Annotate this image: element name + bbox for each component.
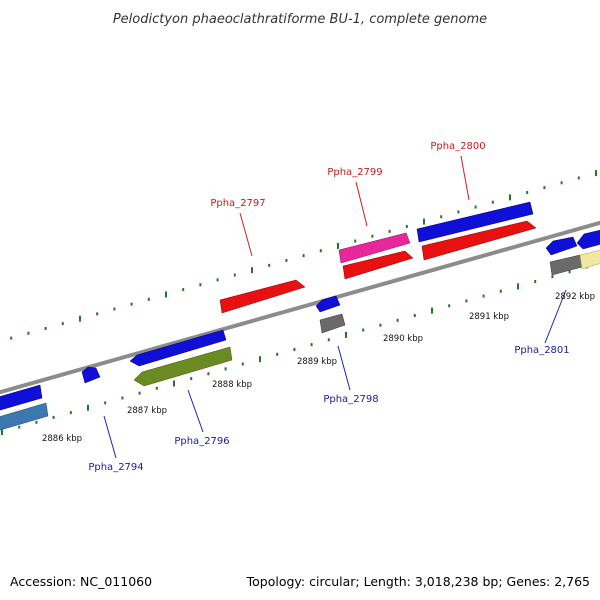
gene-label-ppha-2799[interactable]: Ppha_2799 (327, 167, 382, 178)
leader-line (103, 415, 117, 459)
gene-arrow[interactable] (129, 329, 227, 367)
gene-label-ppha-2800[interactable]: Ppha_2800 (430, 141, 485, 152)
leader-line (337, 345, 351, 391)
gene-arrow[interactable] (545, 236, 578, 256)
accession-text: Accession: NC_011060 (10, 574, 152, 589)
upper-scale-ticks (10, 170, 597, 340)
gene-arrow[interactable] (579, 249, 600, 270)
kbp-label: 2887 kbp (127, 406, 167, 416)
gene-label-ppha-2794[interactable]: Ppha_2794 (88, 462, 143, 473)
gene-arrow[interactable] (219, 279, 306, 314)
kbp-label: 2886 kbp (42, 434, 82, 444)
kbp-label: 2889 kbp (297, 357, 337, 367)
kbp-label: 2891 kbp (469, 312, 509, 322)
gene-labels: Ppha_2794 Ppha_2796 Ppha_2797 Ppha_2798 … (88, 141, 569, 473)
leader-line (544, 289, 567, 344)
leader-line (355, 181, 368, 227)
gene-arrow[interactable] (315, 295, 341, 313)
leader-line (187, 389, 204, 433)
genome-summary: Topology: circular; Length: 3,018,238 bp… (246, 574, 590, 589)
gene-arrow[interactable] (338, 232, 411, 264)
gene-arrows (0, 201, 600, 431)
gene-arrow[interactable] (342, 250, 414, 280)
gene-label-ppha-2797[interactable]: Ppha_2797 (210, 198, 265, 209)
gene-arrow[interactable] (576, 229, 600, 250)
kbp-labels: 2886 kbp 2887 kbp 2888 kbp 2889 kbp 2890… (42, 292, 595, 444)
genome-backbone (0, 220, 600, 395)
kbp-label: 2892 kbp (555, 292, 595, 302)
leader-line (239, 212, 253, 257)
lower-scale-ticks (1, 265, 588, 435)
kbp-label: 2888 kbp (212, 380, 252, 390)
label-leaders (103, 155, 567, 459)
gene-arrow[interactable] (0, 402, 49, 431)
gene-arrow[interactable] (421, 220, 537, 261)
gene-arrow[interactable] (416, 201, 534, 243)
kbp-label: 2890 kbp (383, 334, 423, 344)
gene-arrow[interactable] (319, 313, 346, 334)
leader-line (460, 155, 470, 201)
gene-label-ppha-2801[interactable]: Ppha_2801 (514, 345, 569, 356)
gene-arrow[interactable] (0, 384, 43, 411)
map-title: Pelodictyon phaeoclathratiforme BU-1, co… (113, 12, 487, 27)
gene-arrow[interactable] (133, 346, 233, 387)
gene-arrow[interactable] (549, 254, 583, 276)
gene-label-ppha-2798[interactable]: Ppha_2798 (323, 394, 378, 405)
gene-label-ppha-2796[interactable]: Ppha_2796 (174, 436, 229, 447)
gene-arrow[interactable] (81, 366, 101, 384)
